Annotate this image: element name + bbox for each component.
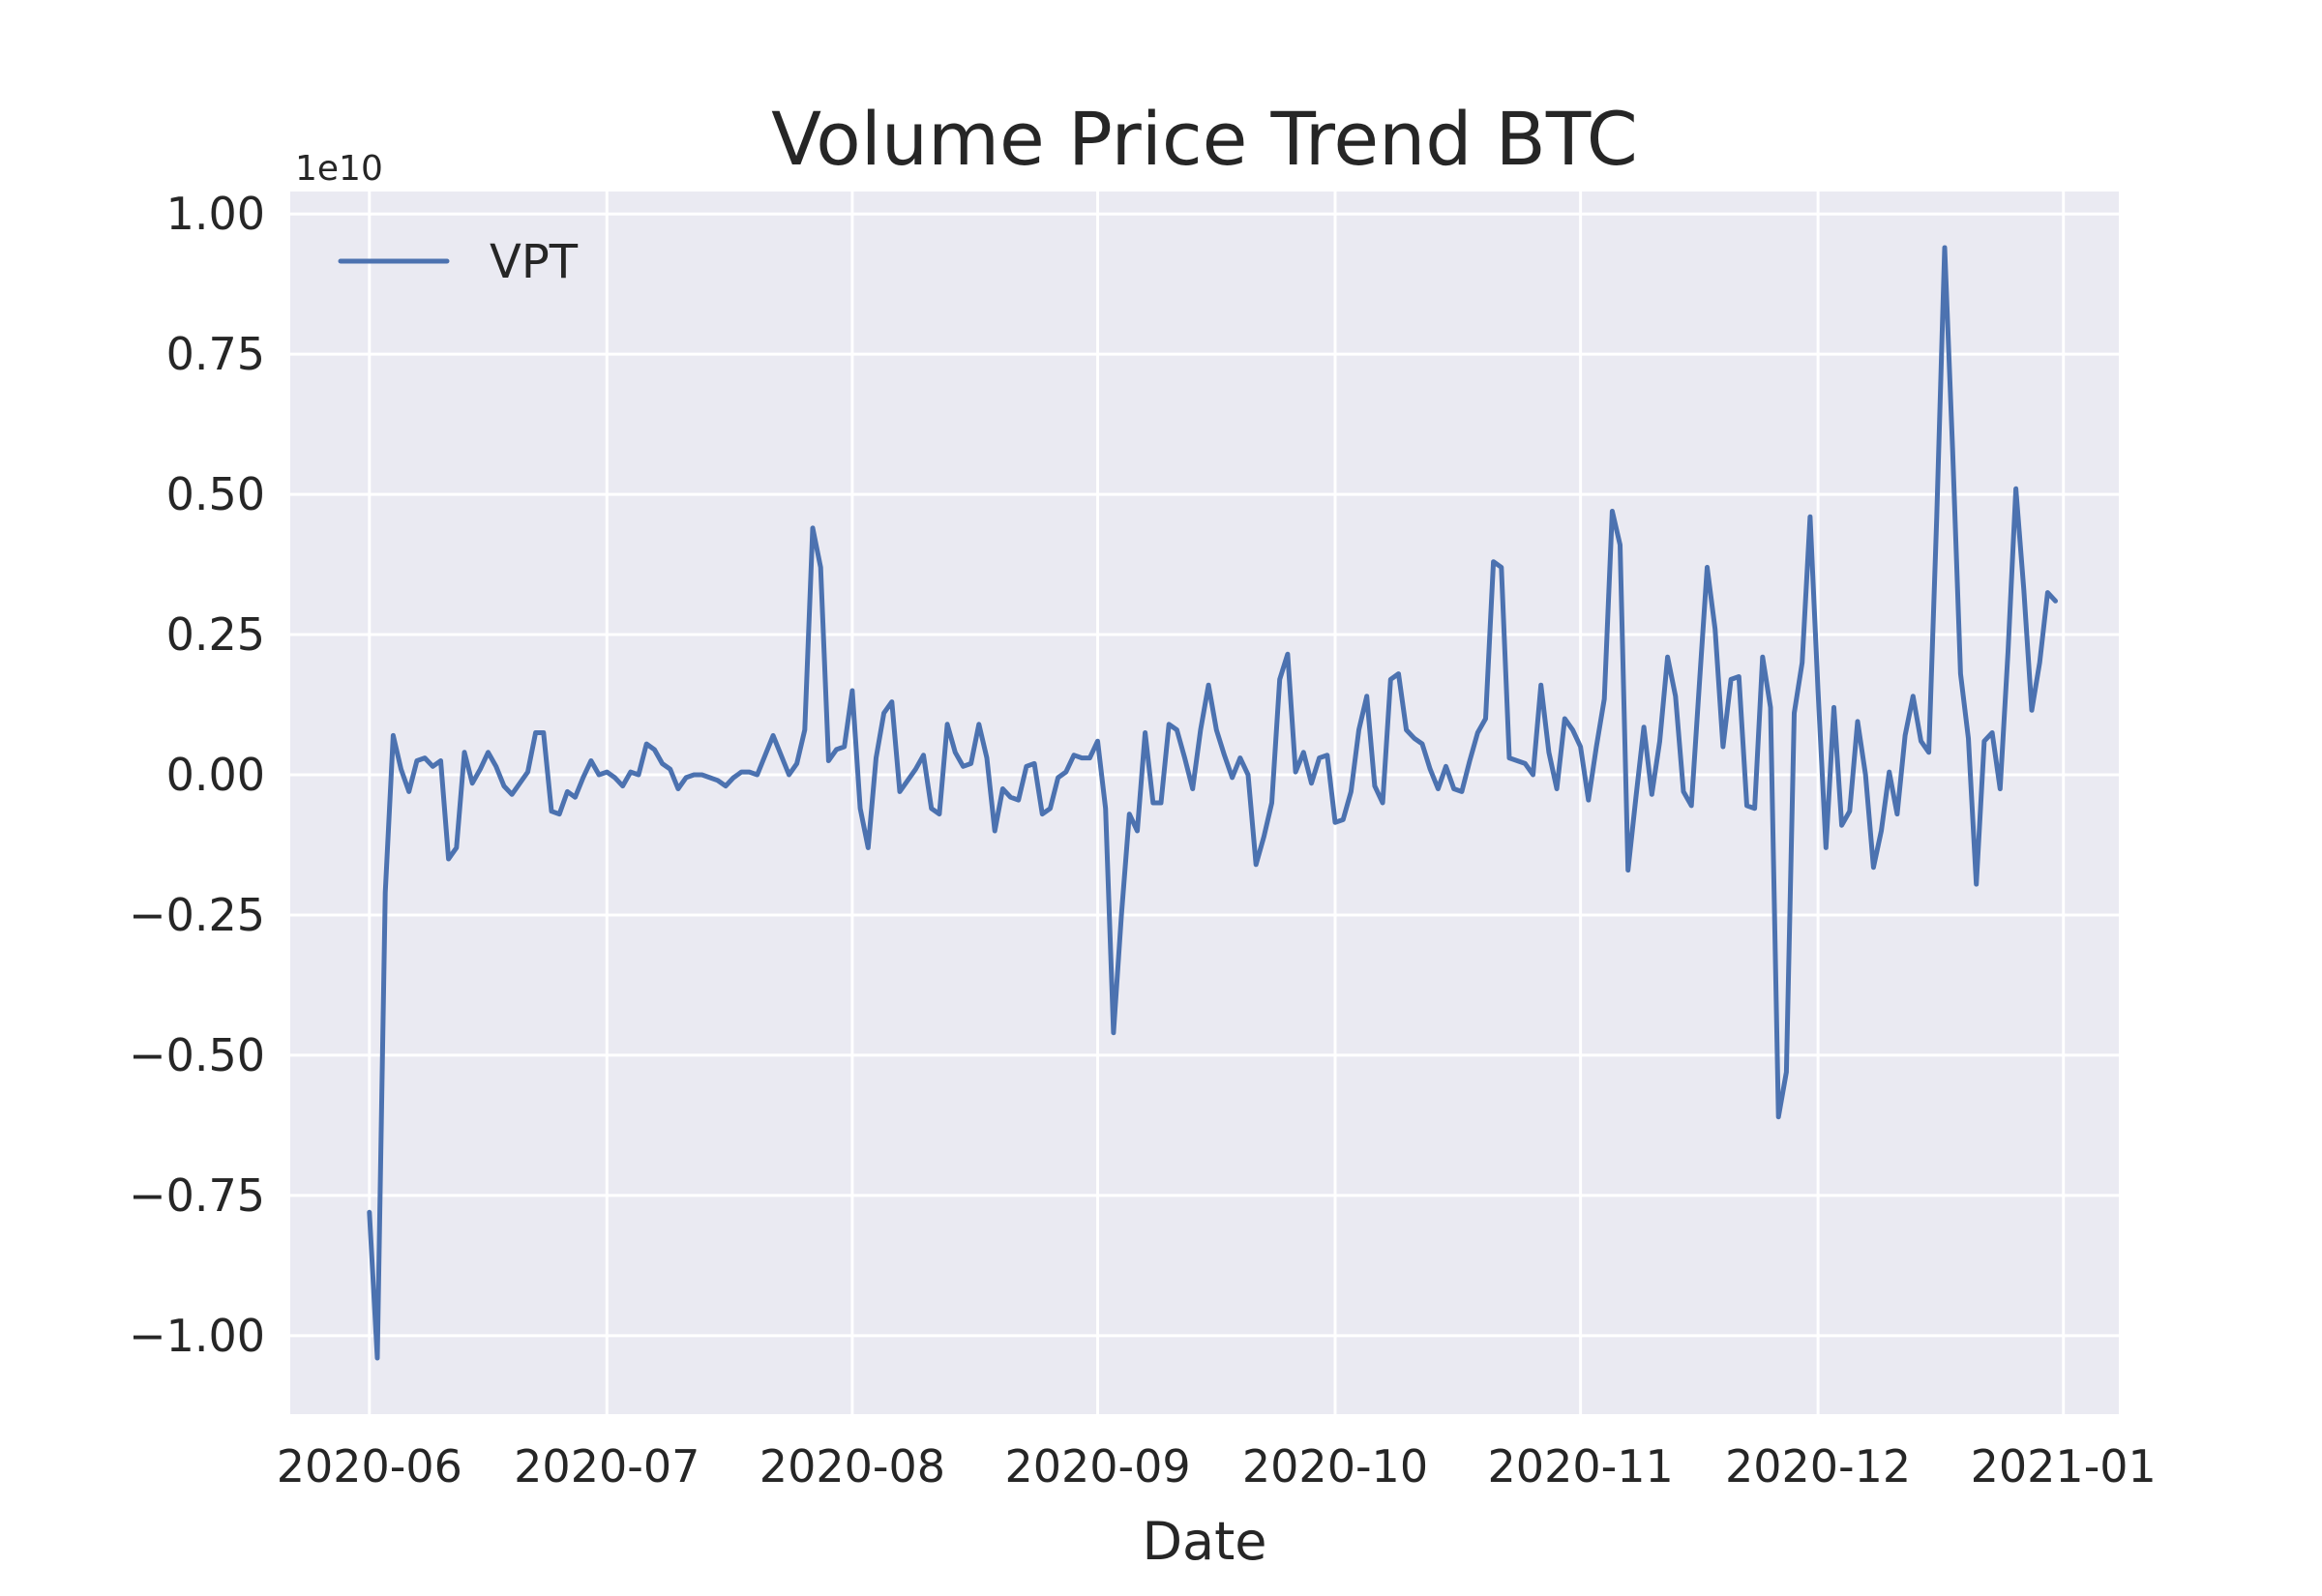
- y-tick-label: −0.25: [129, 889, 265, 941]
- x-tick-label: 2020-07: [514, 1440, 700, 1493]
- x-tick-label: 2020-11: [1488, 1440, 1674, 1493]
- y-tick-label: 1.00: [166, 188, 265, 240]
- chart-title: Volume Price Trend BTC: [771, 96, 1638, 182]
- grid: [290, 192, 2119, 1414]
- y-tick-label: 0.25: [166, 608, 265, 661]
- legend: VPT: [338, 235, 579, 289]
- series-line-vpt: [367, 245, 2058, 1361]
- y-tick-label: 0.00: [166, 749, 265, 801]
- x-tick-label: 2021-01: [1971, 1440, 2157, 1493]
- x-tick-label: 2020-08: [759, 1440, 945, 1493]
- series-layer: [367, 245, 2058, 1361]
- y-axis-ticks: −1.00 −0.75 −0.50 −0.25 0.00 0.25 0.50 0.75 1.00: [129, 188, 265, 1362]
- x-tick-label: 2020-06: [277, 1440, 462, 1493]
- y-tick-label: −0.50: [129, 1029, 265, 1081]
- x-axis-label: Date: [1142, 1511, 1266, 1572]
- y-axis-offset-label: 1e10: [295, 149, 383, 189]
- legend-label-vpt: VPT: [490, 235, 579, 289]
- y-tick-label: 0.50: [166, 468, 265, 520]
- x-axis-ticks: 2020-06 2020-07 2020-08 2020-09 2020-10 2020-…: [277, 1440, 2157, 1493]
- y-tick-label: 0.75: [166, 328, 265, 380]
- x-tick-label: 2020-10: [1242, 1440, 1428, 1493]
- x-tick-label: 2020-09: [1004, 1440, 1190, 1493]
- plot-area: [290, 192, 2119, 1414]
- y-tick-label: −1.00: [129, 1310, 265, 1362]
- y-tick-label: −0.75: [129, 1169, 265, 1222]
- x-tick-label: 2020-12: [1725, 1440, 1911, 1493]
